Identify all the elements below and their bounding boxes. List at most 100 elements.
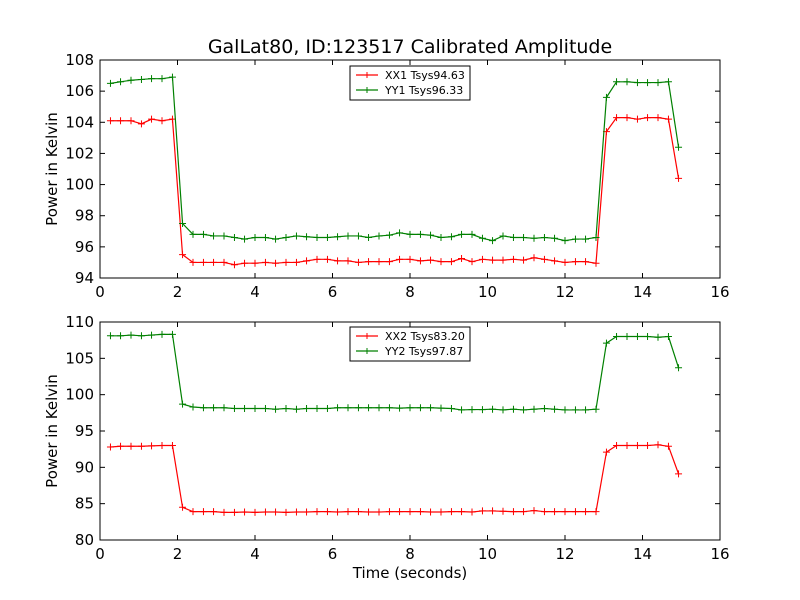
data-point [561, 237, 569, 245]
x-tick-label: 10 [478, 545, 497, 563]
legend: XX1 Tsys94.63 YY1 Tsys96.33 [349, 65, 471, 101]
data-point [303, 404, 311, 412]
data-point [489, 256, 497, 264]
data-point [396, 404, 404, 412]
data-point [613, 333, 621, 341]
data-point [509, 508, 517, 516]
y-tick-label: 100 [65, 176, 94, 194]
data-point [323, 234, 331, 242]
data-point [613, 78, 621, 86]
data-point [447, 508, 455, 516]
data-point [334, 257, 342, 265]
data-point [613, 114, 621, 122]
data-point [499, 507, 507, 515]
data-point [478, 234, 486, 242]
data-point [189, 230, 197, 238]
data-point [530, 254, 538, 262]
data-point [272, 508, 280, 516]
data-point [272, 259, 280, 267]
data-point [210, 232, 218, 240]
data-point [272, 405, 280, 413]
data-point [313, 234, 321, 242]
data-point [623, 114, 631, 122]
x-tick-label: 2 [173, 545, 183, 563]
data-point [168, 330, 176, 338]
y-tick-label: 100 [65, 386, 94, 404]
x-tick-label: 6 [328, 283, 338, 301]
data-point [148, 442, 156, 450]
data-point [540, 255, 548, 263]
data-point [189, 508, 197, 516]
y-tick-label: 105 [65, 349, 94, 367]
data-point [251, 508, 259, 516]
data-point [458, 406, 466, 414]
data-point [468, 230, 476, 238]
legend-box [349, 326, 471, 362]
data-point [623, 333, 631, 341]
data-point [282, 234, 290, 242]
data-point [137, 120, 145, 128]
data-point [489, 507, 497, 515]
data-point [561, 406, 569, 414]
data-point [416, 257, 424, 265]
data-point [179, 400, 187, 408]
data-point [489, 237, 497, 245]
data-point [282, 404, 290, 412]
data-point [478, 507, 486, 515]
data-point [447, 233, 455, 241]
legend: XX2 Tsys83.20 YY2 Tsys97.87 [349, 326, 471, 362]
y-tick-label: 108 [65, 51, 94, 69]
data-point [168, 73, 176, 81]
legend-marker [364, 87, 370, 93]
data-point [540, 234, 548, 242]
data-point [468, 406, 476, 414]
data-point [602, 448, 610, 456]
data-point [334, 233, 342, 241]
data-point [158, 442, 166, 450]
data-point [313, 508, 321, 516]
data-point [148, 75, 156, 83]
x-tick-label: 10 [478, 283, 497, 301]
data-point [117, 442, 125, 450]
legend-marker [364, 333, 370, 339]
data-point [251, 404, 259, 412]
data-point [385, 508, 393, 516]
data-point [323, 508, 331, 516]
data-point [137, 75, 145, 83]
x-tick-label: 8 [405, 283, 415, 301]
data-point [127, 331, 135, 339]
data-point [499, 406, 507, 414]
data-point [571, 258, 579, 266]
data-point [551, 257, 559, 265]
data-point [210, 404, 218, 412]
legend-marker [364, 348, 370, 354]
x-tick-label: 0 [95, 283, 105, 301]
data-point [582, 235, 590, 243]
x-tick-label: 14 [633, 283, 652, 301]
legend-label: XX1 Tsys94.63 [385, 69, 465, 82]
data-point [458, 230, 466, 238]
data-point [478, 255, 486, 263]
y-tick-label: 94 [75, 269, 94, 287]
data-point [396, 229, 404, 237]
data-point [530, 234, 538, 242]
data-point [106, 332, 114, 340]
data-point [137, 442, 145, 450]
x-tick-label: 16 [710, 283, 729, 301]
data-point [664, 333, 672, 341]
data-point [292, 508, 300, 516]
data-point [106, 79, 114, 87]
data-point [592, 508, 600, 516]
data-point [241, 404, 249, 412]
data-point [354, 232, 362, 240]
data-point [375, 232, 383, 240]
y-tick-label: 85 [75, 495, 94, 513]
y-tick-label: 102 [65, 144, 94, 162]
data-point [220, 404, 228, 412]
y-tick-label: 104 [65, 113, 94, 131]
data-point [633, 79, 641, 87]
data-point [520, 256, 528, 264]
data-point [344, 257, 352, 265]
data-point [199, 508, 207, 516]
data-point [220, 232, 228, 240]
